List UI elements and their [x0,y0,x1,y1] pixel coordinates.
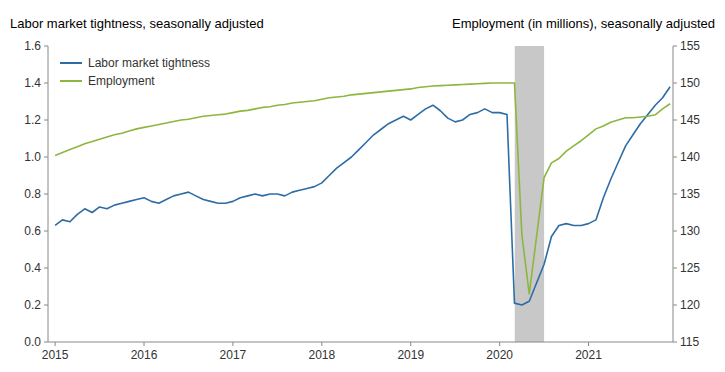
x-tick [588,342,589,346]
y-tick-label: 1.4 [24,76,41,90]
y2-tick [673,194,677,195]
y2-tick [673,268,677,269]
y-tick [44,268,48,269]
y2-tick [673,157,677,158]
y-tick [44,231,48,232]
y-tick-label: 0.6 [24,224,41,238]
legend-label: Labor market tightness [88,56,210,70]
y2-tick [673,120,677,121]
x-tick [55,342,56,346]
y-tick-label: 1.6 [24,39,41,53]
y-tick-label: 0.8 [24,187,41,201]
x-tick-label: 2019 [397,348,424,362]
background [0,0,725,372]
chart: 2015 2016 2017 2018 2019 2020 2021 0.0 0.2 0.4 0.6… [0,0,725,372]
x-tick [410,342,411,346]
y2-tick [673,46,677,47]
y2-tick-label: 135 [680,187,700,201]
x-tick-label: 2018 [308,348,335,362]
y-tick [44,305,48,306]
legend-swatch [60,80,82,82]
x-tick-label: 2016 [131,348,158,362]
y2-tick [673,305,677,306]
y-tick [44,194,48,195]
y-tick [44,83,48,84]
x-tick [232,342,233,346]
series-line [55,83,670,294]
x-tick-label: 2020 [486,348,513,362]
legend-swatch [60,62,82,64]
y-tick-label: 1.0 [24,150,41,164]
legend-label: Employment [88,74,155,88]
y-tick-label: 1.2 [24,113,41,127]
y-tick-label: 0.4 [24,261,41,275]
y-tick [44,342,48,343]
y2-tick [673,231,677,232]
x-tick-label: 2021 [575,348,602,362]
y-axis-title: Labor market tightness, seasonally adjus… [10,16,264,31]
y2-tick-label: 120 [680,298,700,312]
x-axis-line [48,342,673,343]
y2-tick-label: 125 [680,261,700,275]
y2-tick-label: 155 [680,39,700,53]
y2-tick [673,83,677,84]
y2-tick-label: 150 [680,76,700,90]
x-tick [144,342,145,346]
y2-tick-label: 145 [680,113,700,127]
x-tick [321,342,322,346]
x-tick-label: 2015 [42,348,69,362]
y-tick [44,157,48,158]
y-tick-label: 0.2 [24,298,41,312]
series-line [55,87,670,305]
legend: Labor market tightness Employment [60,56,210,88]
y-tick-label: 0.0 [24,335,41,349]
y-tick [44,120,48,121]
y2-axis-title: Employment (in millions), seasonally adj… [452,16,715,31]
y2-tick [673,342,677,343]
y2-tick-label: 140 [680,150,700,164]
y2-tick-label: 115 [680,335,699,349]
y2-tick-label: 130 [680,224,700,238]
plot-area [55,46,670,342]
x-tick [499,342,500,346]
x-tick-label: 2017 [220,348,247,362]
axes: 2015 2016 2017 2018 2019 2020 2021 0.0 0.2 0.4 0.6… [24,39,700,362]
y-tick [44,46,48,47]
